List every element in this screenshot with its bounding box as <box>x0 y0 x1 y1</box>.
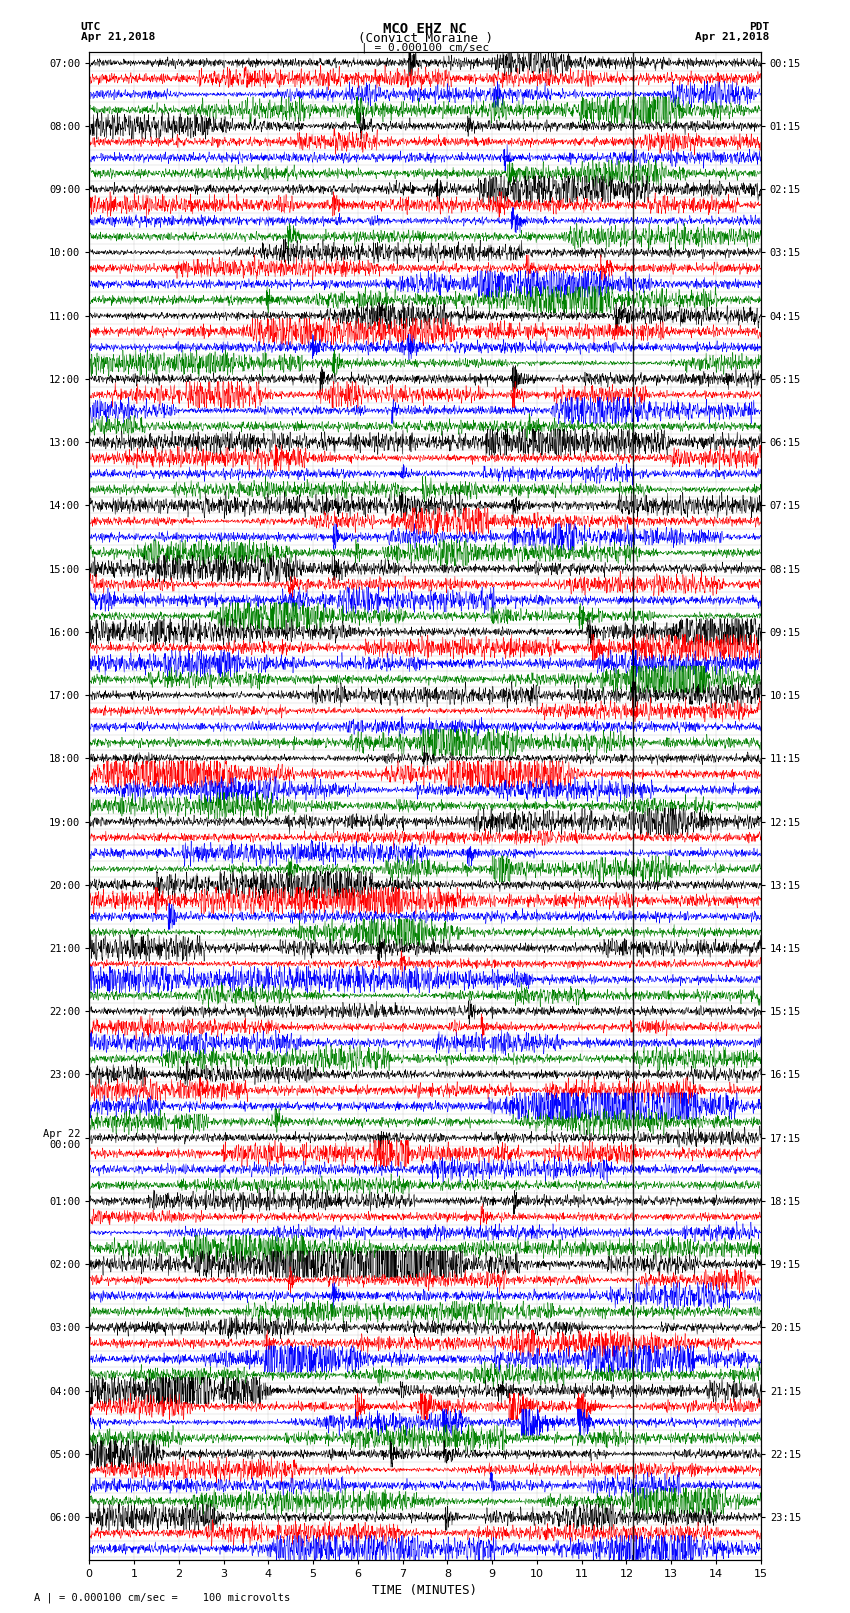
Text: A | = 0.000100 cm/sec =    100 microvolts: A | = 0.000100 cm/sec = 100 microvolts <box>34 1592 290 1603</box>
Text: UTC: UTC <box>81 23 101 32</box>
Text: MCO EHZ NC: MCO EHZ NC <box>383 23 467 35</box>
Text: Apr 21,2018: Apr 21,2018 <box>695 32 769 42</box>
Text: (Convict Moraine ): (Convict Moraine ) <box>358 32 492 45</box>
Text: PDT: PDT <box>749 23 769 32</box>
X-axis label: TIME (MINUTES): TIME (MINUTES) <box>372 1584 478 1597</box>
Text: Apr 21,2018: Apr 21,2018 <box>81 32 155 42</box>
Text: | = 0.000100 cm/sec: | = 0.000100 cm/sec <box>361 42 489 53</box>
